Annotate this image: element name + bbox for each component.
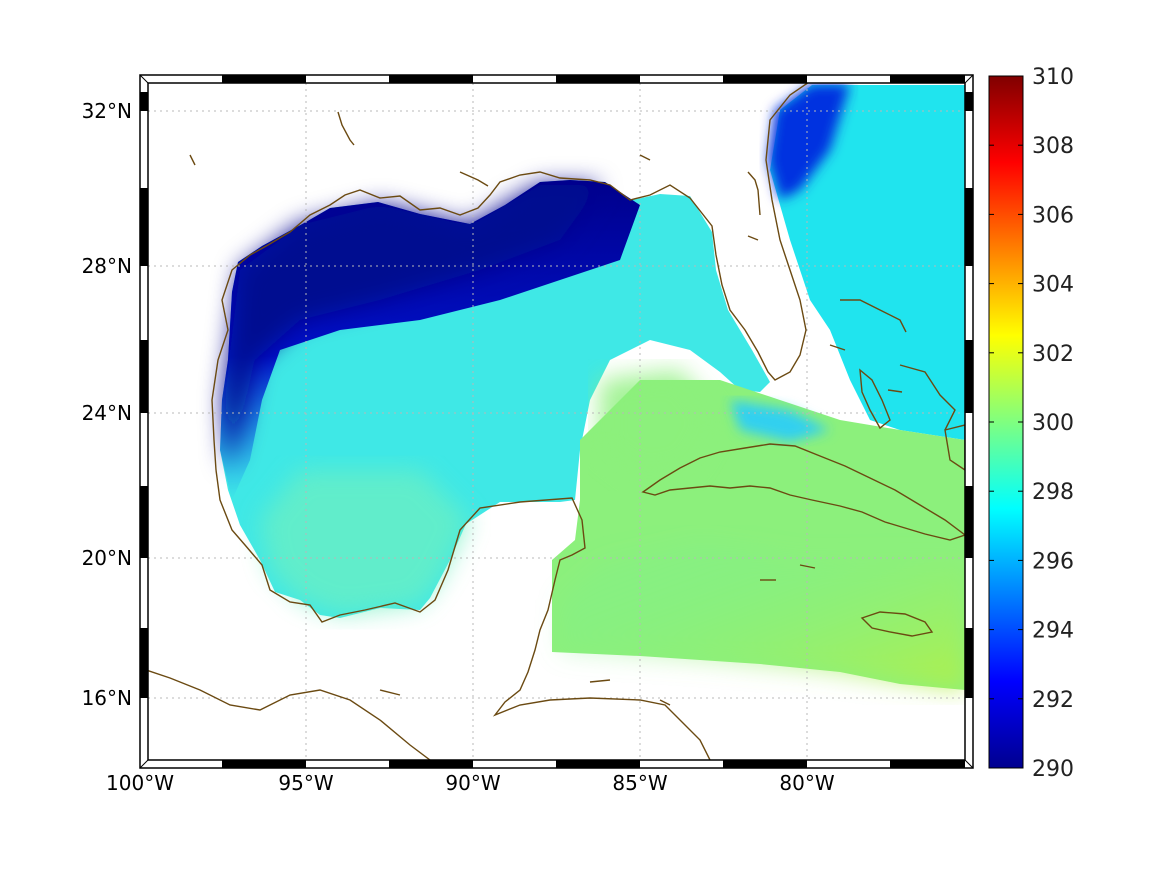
gulf-warm-south [260, 470, 470, 615]
lat-tick-label: 32°N [82, 99, 132, 123]
coastlines [148, 83, 965, 760]
frame [139, 74, 974, 769]
colorbar-tick-label: 304 [1032, 273, 1074, 298]
lon-tick-label: 85°W [612, 771, 667, 795]
atlantic-cold [768, 84, 850, 200]
colorbar-tick-label: 292 [1032, 688, 1074, 713]
gulf-cold-core [224, 185, 600, 470]
graticule [148, 83, 965, 760]
sst-field [220, 84, 965, 690]
lon-tick-label: 100°W [106, 771, 174, 795]
colorbar-tick-label: 306 [1032, 203, 1074, 228]
straits-water [730, 400, 830, 442]
colorbar-tick-label: 290 [1032, 757, 1074, 782]
lat-tick-label: 24°N [82, 401, 132, 425]
lon-tick-label: 80°W [779, 771, 834, 795]
colorbar: 310 308 306 304 302 300 298 296 294 292 290 [988, 65, 1074, 782]
colorbar-tick-label: 310 [1032, 65, 1074, 90]
colorbar-tick-label: 308 [1032, 134, 1074, 159]
loop-current [600, 370, 720, 480]
lat-tick-label: 20°N [82, 546, 132, 570]
colorbar-tick-label: 296 [1032, 549, 1074, 574]
lat-tick-labels: 32°N 28°N 24°N 20°N 16°N [82, 99, 132, 710]
lon-tick-labels: 100°W 95°W 90°W 85°W 80°W [106, 771, 835, 795]
lat-tick-label: 16°N [82, 686, 132, 710]
colorbar-ticks: 310 308 306 304 302 300 298 296 294 292 290 [989, 65, 1074, 782]
lon-tick-label: 95°W [278, 771, 333, 795]
colorbar-tick-label: 294 [1032, 619, 1074, 644]
colorbar-tick-label: 300 [1032, 411, 1074, 436]
lat-tick-label: 28°N [82, 254, 132, 278]
colorbar-tick-label: 302 [1032, 342, 1074, 367]
lon-tick-label: 90°W [445, 771, 500, 795]
caribbean-warm [560, 540, 965, 690]
colorbar-tick-label: 298 [1032, 480, 1074, 505]
colorbar-gradient [988, 75, 1024, 769]
atlantic-water [770, 85, 965, 440]
